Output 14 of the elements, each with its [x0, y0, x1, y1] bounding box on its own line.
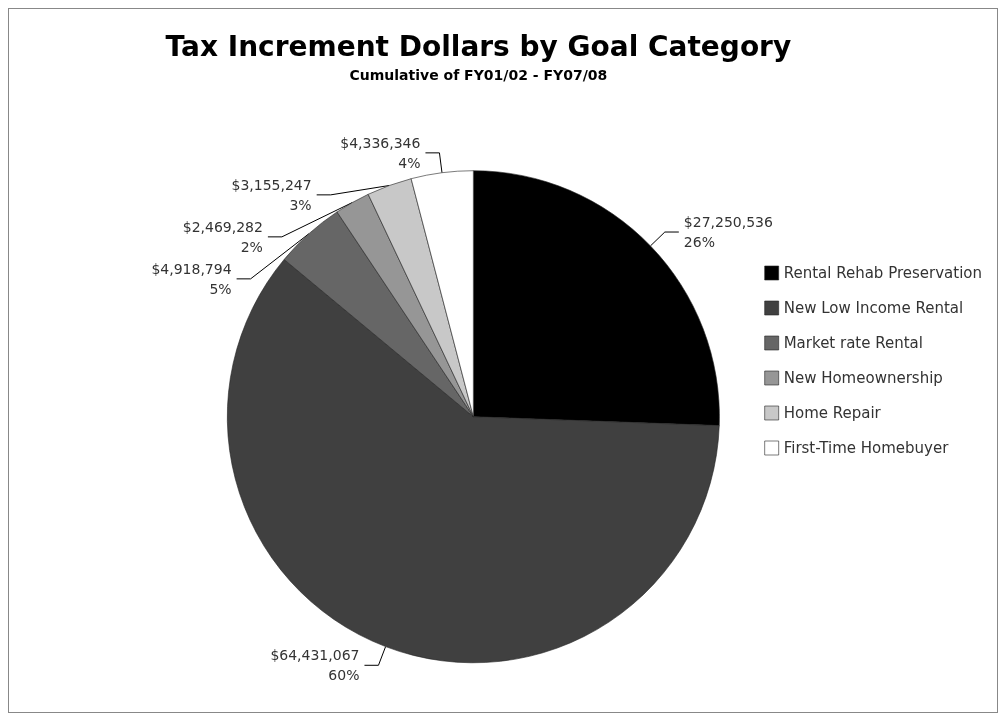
- data-label: $27,250,536 26%: [683, 214, 773, 251]
- data-label: $3,155,247 3%: [231, 176, 312, 213]
- legend-label: First-Time Homebuyer: [783, 439, 950, 457]
- legend-label: Market rate Rental: [783, 334, 923, 352]
- chart-title: Tax Increment Dollars by Goal Category: [165, 29, 792, 63]
- legend-label: Home Repair: [783, 404, 882, 422]
- data-label: $2,469,282 2%: [182, 218, 263, 255]
- chart-subtitle: Cumulative of FY01/02 - FY07/08: [349, 67, 608, 83]
- data-label: $4,918,794 5%: [151, 260, 232, 297]
- legend-label: New Homeownership: [783, 369, 943, 387]
- legend-label: New Low Income Rental: [783, 299, 964, 317]
- data-label: $64,431,067 60%: [270, 647, 360, 684]
- legend-label: Rental Rehab Preservation: [783, 264, 983, 282]
- data-label: $4,336,346 4%: [340, 134, 421, 171]
